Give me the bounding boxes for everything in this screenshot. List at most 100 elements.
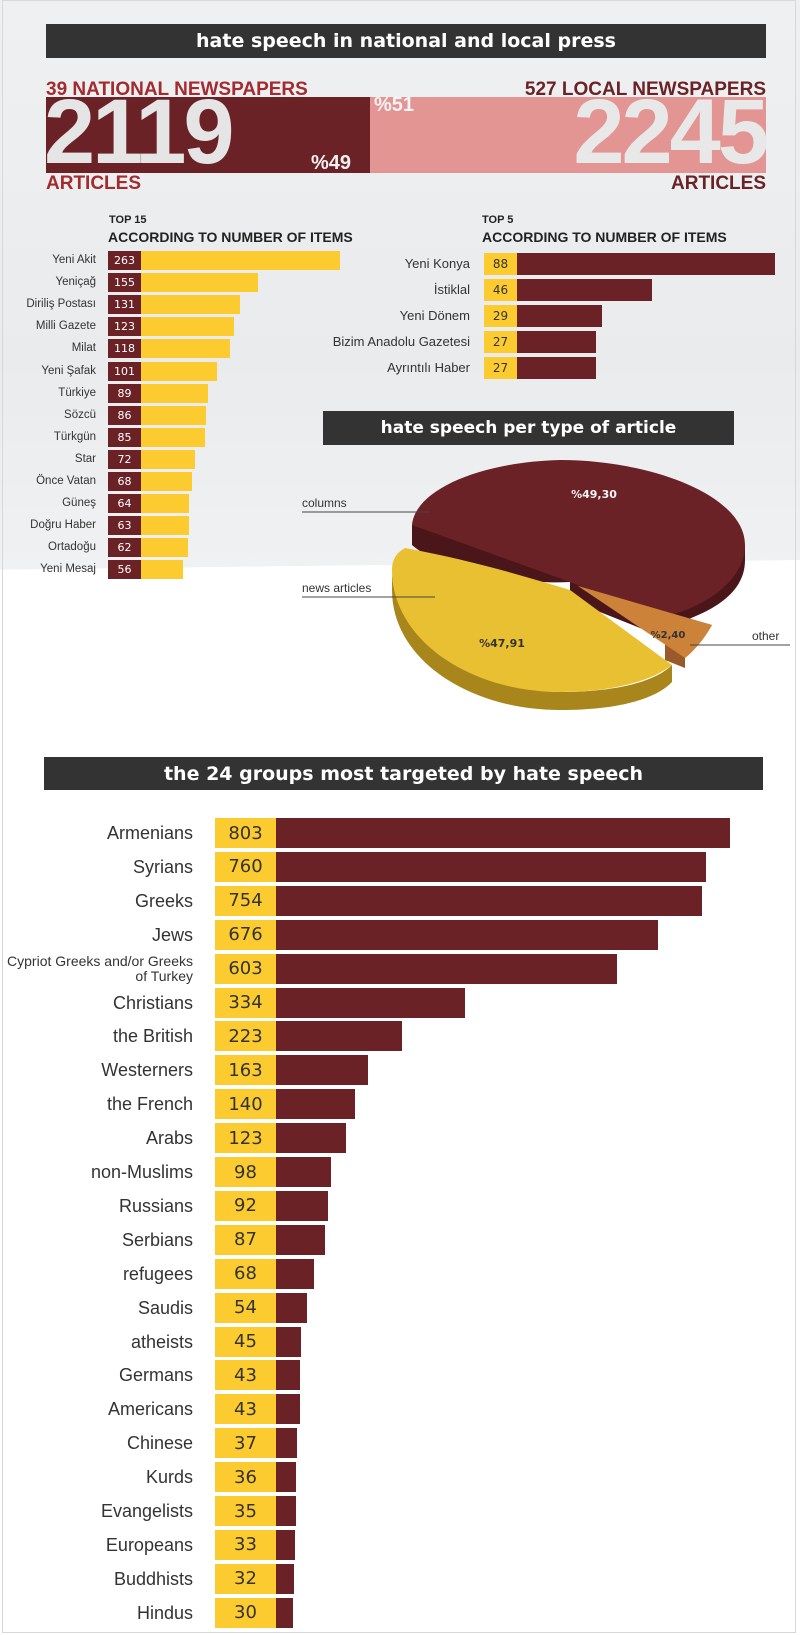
group-bar	[276, 1394, 301, 1425]
pie-header: hate speech per type of article	[323, 411, 734, 445]
top15-label: Türkgün	[53, 430, 96, 443]
national-sub: ARTICLES	[46, 173, 141, 194]
group-bar	[276, 885, 703, 916]
group-value: 140	[215, 1089, 276, 1120]
group-bar	[276, 1055, 369, 1086]
group-value: 803	[215, 818, 276, 848]
group-bar	[276, 1529, 295, 1560]
top15-label: Türkiye	[58, 386, 96, 399]
group-value: 30	[215, 1597, 276, 1628]
local-pct: %51	[374, 94, 415, 116]
top5-label: Yeni Dönem	[399, 308, 470, 323]
top5-value: 27	[484, 331, 517, 353]
top5-bar	[517, 253, 775, 275]
group-bar	[276, 1123, 346, 1154]
local-sub: ARTICLES	[671, 173, 766, 194]
group-label: Evangelists	[100, 1501, 193, 1521]
top5-title: TOP 5	[482, 214, 514, 226]
group-value: 676	[215, 919, 276, 950]
group-label-text: Cypriot Greeks and/or Greeks of Turkey	[7, 952, 193, 984]
top15-bar	[141, 251, 340, 270]
top15-bar	[141, 538, 188, 558]
group-bar	[276, 1089, 356, 1120]
top15-label: Milat	[71, 342, 96, 355]
top15-bar	[141, 405, 207, 425]
group-label: Christians	[112, 992, 193, 1013]
top15-value: 131	[108, 295, 141, 315]
top15-value: 86	[108, 405, 141, 425]
group-bar	[276, 1563, 295, 1594]
group-bar	[276, 1224, 326, 1255]
top15-title: TOP 15	[109, 214, 147, 226]
national-pct: %49	[311, 152, 352, 174]
group-value: 87	[215, 1224, 276, 1255]
group-bar	[276, 987, 465, 1018]
top15-value: 62	[108, 538, 141, 558]
local-bar	[370, 97, 766, 173]
group-bar	[276, 1157, 332, 1187]
group-value: 603	[215, 953, 276, 984]
group-bar	[276, 953, 617, 984]
top5-label: İstiklal	[433, 282, 470, 297]
local-label: 527 LOCAL NEWSPAPERS	[524, 79, 766, 100]
top15-bar	[141, 427, 206, 447]
top5-bar	[517, 357, 597, 379]
top15-value: 155	[108, 273, 141, 293]
top15-label: Yeni Akit	[52, 254, 96, 266]
top15-bar	[141, 361, 218, 381]
pie-slice-news-articles	[392, 548, 672, 710]
top5-value: 46	[484, 279, 517, 301]
group-value: 92	[215, 1190, 276, 1221]
group-label: Kurds	[145, 1467, 193, 1488]
group-value: 32	[215, 1563, 276, 1594]
top5-bar	[517, 331, 597, 353]
group-label: the French	[106, 1094, 193, 1115]
top15-value: 123	[108, 317, 141, 337]
group-value: 98	[215, 1157, 276, 1187]
group-label: Arabs	[145, 1128, 193, 1149]
top15-label: Yeni Şafak	[41, 364, 96, 377]
top15-value: 56	[108, 560, 141, 580]
group-label: Europeans	[105, 1534, 193, 1555]
top5-bar	[517, 305, 603, 327]
top15-label: Doğru Haber	[30, 519, 96, 532]
top15-label: Güneş	[62, 497, 96, 510]
pie-slice-other	[578, 586, 712, 668]
group-bar	[276, 1190, 328, 1221]
group-value: 163	[215, 1055, 276, 1086]
group-label: Chinese	[126, 1433, 193, 1454]
top15-value: 89	[108, 383, 141, 403]
top15-value: 118	[108, 339, 141, 359]
group-label: refugees	[122, 1263, 193, 1284]
top15-value: 63	[108, 516, 141, 536]
top15-label: Milli Gazete	[35, 320, 96, 333]
group-label: atheists	[130, 1331, 193, 1352]
top15-bar	[141, 494, 190, 514]
pie-value-news: %47,91	[479, 637, 525, 650]
group-label: Greeks	[134, 890, 193, 911]
group-label: non-Muslims	[90, 1162, 193, 1182]
group-bar	[276, 1258, 315, 1289]
group-bar	[276, 1597, 293, 1628]
top15-bar	[141, 472, 193, 491]
groups-header: the 24 groups most targeted by hate spee…	[44, 757, 763, 790]
group-label: Armenians	[106, 823, 193, 843]
top15-value: 263	[108, 251, 141, 270]
top15-label: Önce Vatan	[36, 475, 96, 487]
top15-subtitle: ACCORDING TO NUMBER OF ITEMS	[108, 229, 353, 245]
top15-label: Sözcü	[64, 408, 96, 421]
group-label: Cypriot Greeks and/or Greeks of Turkey	[0, 952, 193, 984]
group-bar	[276, 1360, 301, 1391]
group-value: 43	[215, 1394, 276, 1425]
top5-subtitle: ACCORDING TO NUMBER OF ITEMS	[482, 229, 727, 245]
group-bar	[276, 1428, 297, 1459]
pie-label-other: other	[752, 629, 779, 643]
top5-bar	[517, 279, 652, 301]
top15-label: Star	[74, 452, 96, 465]
top15-value: 64	[108, 494, 141, 514]
top15-bar	[141, 339, 231, 359]
top5-label: Yeni Konya	[404, 256, 470, 271]
group-bar	[276, 1462, 297, 1493]
press-header: hate speech in national and local press	[46, 24, 766, 58]
group-label: Westerners	[101, 1060, 193, 1081]
